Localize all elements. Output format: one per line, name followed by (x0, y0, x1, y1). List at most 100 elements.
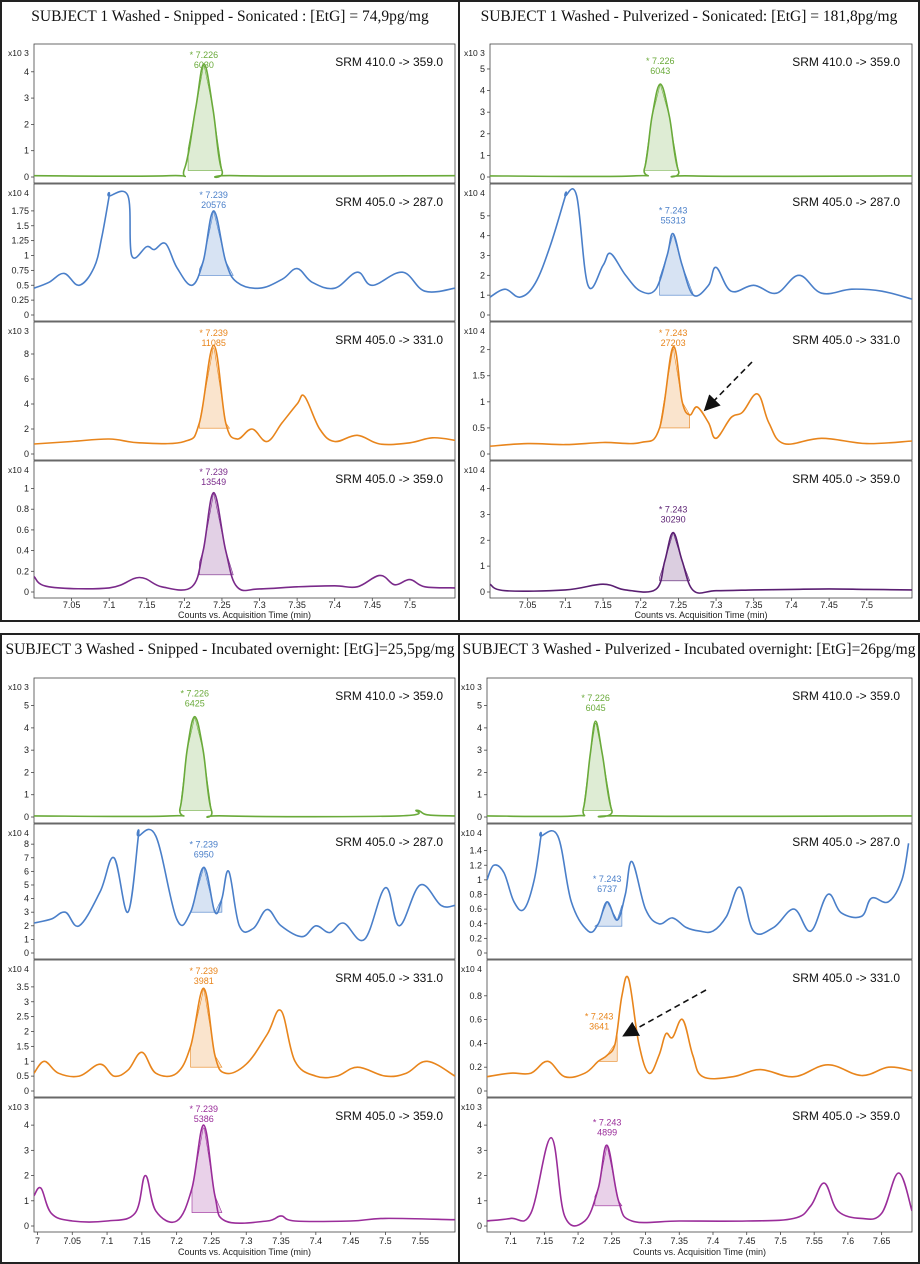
y-tick-label: 1 (477, 875, 482, 885)
x-tick-label: 7.05 (63, 600, 81, 610)
peak-retention-time: * 7.243 (593, 874, 622, 884)
y-tick-label: 3 (480, 509, 485, 519)
peak-area-value: 30290 (661, 515, 686, 525)
y-tick-label: 2 (24, 1027, 29, 1037)
trace-line (487, 830, 910, 935)
y-tick-label: 1 (24, 484, 29, 494)
y-tick-label: 0 (24, 1086, 29, 1096)
y-tick-label: 2 (480, 129, 485, 139)
y-tick-label: 1 (24, 790, 29, 800)
y-tick-label: 1.5 (16, 1041, 29, 1051)
x-tick-label: 7.35 (745, 600, 763, 610)
y-tick-label: 0.75 (11, 265, 29, 275)
y-tick-label: 1 (480, 397, 485, 407)
y-tick-label: 4 (24, 894, 29, 904)
x-tick-label: 7 (35, 1236, 40, 1246)
y-tick-label: 0 (24, 587, 29, 597)
peak-area-value: 5386 (194, 1114, 214, 1124)
y-tick-label: 0 (24, 1221, 29, 1231)
y-multiplier: x10 3 (8, 682, 29, 692)
peak-retention-time: * 7.239 (199, 467, 228, 477)
y-tick-label: 4 (480, 231, 485, 241)
srm-transition-label: SRM 405.0 -> 287.0 (335, 195, 443, 209)
y-tick-label: 0 (24, 310, 29, 320)
y-tick-label: 0.2 (16, 566, 29, 576)
trace-line (490, 83, 912, 178)
x-tick-label: 7.25 (603, 1236, 621, 1246)
x-tick-label: 7.4 (310, 1236, 323, 1246)
plot-frame (486, 959, 913, 1098)
x-tick-label: 7.2 (572, 1236, 585, 1246)
x-axis-title: Counts vs. Acquisition Time (min) (178, 1247, 311, 1257)
x-tick-label: 7.1 (103, 600, 116, 610)
y-tick-label: 6 (24, 866, 29, 876)
plot-frame (489, 43, 913, 184)
peak-retention-time: * 7.239 (199, 190, 228, 200)
trace-line (34, 491, 455, 592)
plot-frame (489, 460, 913, 599)
y-tick-label: 5 (24, 701, 29, 711)
srm-transition-label: SRM 405.0 -> 331.0 (792, 971, 900, 985)
x-axis-title: Counts vs. Acquisition Time (min) (633, 1247, 766, 1257)
x-tick-label: 7.2 (170, 1236, 183, 1246)
annotation-arrow (622, 989, 707, 1037)
y-tick-label: 0.25 (11, 295, 29, 305)
x-tick-label: 7.1 (101, 1236, 114, 1246)
y-tick-label: 3 (24, 1145, 29, 1155)
y-tick-label: 0.4 (469, 919, 482, 929)
x-tick-label: 7.5 (861, 600, 874, 610)
y-tick-label: 0 (480, 310, 485, 320)
trace-line (34, 1124, 455, 1225)
y-tick-label: 2 (24, 119, 29, 129)
y-tick-label: 2 (24, 1171, 29, 1181)
x-tick-label: 7.45 (342, 1236, 360, 1246)
y-tick-label: 1 (24, 1196, 29, 1206)
plot-frame (489, 321, 913, 461)
x-tick-label: 7.55 (805, 1236, 823, 1246)
plot-frame (486, 1097, 913, 1233)
y-tick-label: 2 (24, 921, 29, 931)
peak-retention-time: * 7.226 (646, 56, 675, 66)
x-tick-label: 7.25 (203, 1236, 221, 1246)
y-multiplier: x10 4 (8, 188, 29, 198)
x-tick-label: 7.4 (785, 600, 798, 610)
x-tick-label: 7.15 (138, 600, 156, 610)
peak-area-value: 6425 (185, 699, 205, 709)
srm-transition-label: SRM 410.0 -> 359.0 (792, 689, 900, 703)
x-tick-label: 7.15 (536, 1236, 554, 1246)
panel-title: SUBJECT 1 Washed - Snipped - Sonicated :… (31, 8, 429, 25)
peak-retention-time: * 7.226 (190, 50, 219, 60)
y-tick-label: 3 (24, 93, 29, 103)
x-tick-label: 7.2 (634, 600, 647, 610)
y-tick-label: 8 (24, 349, 29, 359)
x-tick-label: 7.05 (64, 1236, 82, 1246)
trace-line (34, 190, 455, 293)
panel-subject1-pulverized: SUBJECT 1 Washed - Pulverized - Sonicate… (458, 0, 920, 622)
srm-transition-label: SRM 405.0 -> 359.0 (792, 1109, 900, 1123)
x-tick-label: 7.3 (240, 1236, 253, 1246)
peak-retention-time: * 7.226 (180, 689, 209, 699)
y-multiplier: x10 4 (461, 828, 482, 838)
plot-frame (486, 823, 913, 960)
peak-retention-time: * 7.243 (593, 1117, 622, 1127)
x-tick-label: 7.25 (213, 600, 231, 610)
y-tick-label: 0.6 (16, 525, 29, 535)
x-tick-label: 7.4 (328, 600, 341, 610)
x-tick-label: 7.35 (670, 1236, 688, 1246)
srm-transition-label: SRM 405.0 -> 287.0 (335, 835, 443, 849)
y-tick-label: 1 (24, 251, 29, 261)
x-tick-label: 7.45 (738, 1236, 756, 1246)
trace-line (34, 344, 455, 446)
peak-area-value: 6045 (586, 703, 606, 713)
y-tick-label: 0.4 (16, 546, 29, 556)
y-tick-label: 1 (24, 934, 29, 944)
trace-line (490, 188, 912, 300)
y-tick-label: 5 (480, 64, 485, 74)
x-tick-label: 7.3 (639, 1236, 652, 1246)
y-tick-label: 0.2 (469, 1062, 482, 1072)
peak-area-shade (187, 65, 223, 171)
